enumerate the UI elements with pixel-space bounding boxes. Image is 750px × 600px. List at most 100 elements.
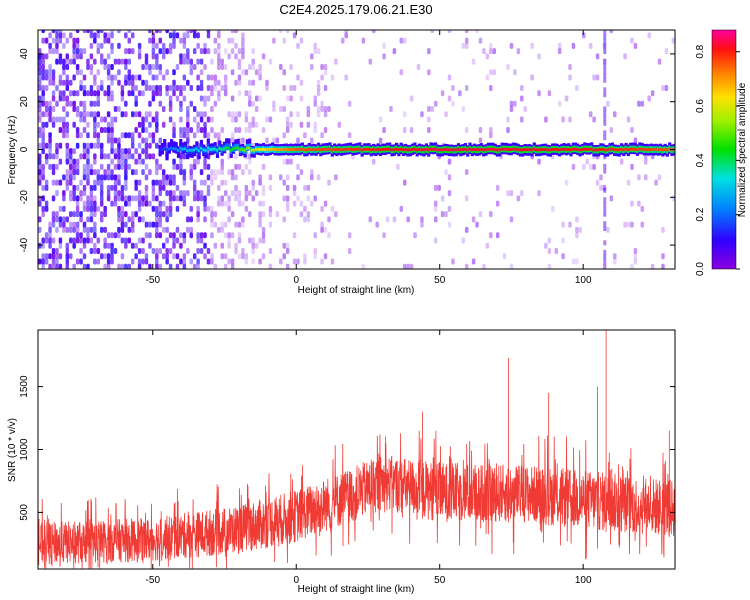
ridge-cell-core xyxy=(608,147,612,151)
spectrogram-cell xyxy=(75,205,80,212)
spectrogram-cell xyxy=(134,148,138,155)
spectrogram-cell xyxy=(316,174,321,181)
spectrogram-cell xyxy=(186,190,190,197)
spectrogram-cell xyxy=(41,132,45,139)
spectrogram-cell xyxy=(199,95,204,102)
spectrogram-cell xyxy=(96,179,101,186)
spectrogram-cell xyxy=(72,221,76,228)
chart-title: C2E4.2025.179.06.21.E30 xyxy=(279,2,432,17)
spectrogram-cell xyxy=(179,158,183,165)
spectrogram-cell xyxy=(58,158,63,165)
spectrogram-cell xyxy=(93,58,97,65)
spectrogram-cell xyxy=(155,58,159,65)
spectrogram-cell xyxy=(144,53,149,60)
spectrogram-cell xyxy=(192,116,197,123)
spectrogram-cell xyxy=(433,205,438,212)
spectrogram-cell xyxy=(65,74,70,81)
spectrogram-cell xyxy=(347,132,352,139)
spectrogram-cell xyxy=(230,211,235,218)
spectrogram-cell xyxy=(65,174,70,181)
spectrogram-cell xyxy=(327,179,331,186)
spectrogram-cell xyxy=(217,30,221,34)
spectrogram-cell xyxy=(461,237,466,244)
spectrogram-cell xyxy=(603,58,607,64)
ridge-cell-core xyxy=(546,148,550,152)
ridge-cell-core xyxy=(587,147,591,151)
spectrogram-cell xyxy=(603,87,607,93)
spectrogram-cell xyxy=(117,106,121,113)
spectrogram-cell xyxy=(127,226,132,233)
spectrogram-cell xyxy=(206,184,211,191)
spectrogram-cell xyxy=(530,74,534,81)
spectrogram-cell xyxy=(416,63,421,70)
spectrogram-cell xyxy=(44,69,49,76)
spectrogram-cell xyxy=(82,190,87,197)
spectrogram-cell xyxy=(99,116,104,123)
spectrogram-cell xyxy=(289,158,293,165)
spectrogram-cell xyxy=(444,111,448,118)
spectrogram-cell xyxy=(303,216,307,223)
ridge-cell-core xyxy=(654,148,658,151)
spectrogram-cell xyxy=(75,221,80,228)
spectrogram-cell xyxy=(44,258,49,265)
spectrogram-cell xyxy=(144,111,149,118)
spectrogram-cell xyxy=(323,69,328,76)
spectrogram-cell xyxy=(251,195,255,202)
ridge-cell-core xyxy=(580,148,585,151)
spectrogram-cell xyxy=(192,253,197,260)
spectrogram-cell xyxy=(182,153,187,160)
colorbar-tick-label: 0.2 xyxy=(695,207,706,221)
spectrogram-cell xyxy=(199,111,204,118)
spectrogram-cell xyxy=(199,179,204,186)
ridge-cell-core xyxy=(413,147,417,151)
spectrogram-cell xyxy=(65,169,70,176)
spectrogram-cell xyxy=(313,127,317,134)
spectrogram-cell xyxy=(165,253,169,260)
spectrogram-cell xyxy=(62,226,66,233)
ridge-cell-core xyxy=(385,147,389,151)
spectrogram-cell xyxy=(406,263,410,269)
spectrogram-cell xyxy=(261,190,266,197)
spectrogram-cell xyxy=(144,63,149,70)
spectrogram-cell xyxy=(124,184,128,191)
spectrogram-cell xyxy=(186,111,190,118)
spectrogram-cell xyxy=(79,211,83,218)
spectrogram-cell xyxy=(282,253,286,260)
spectrogram-cell xyxy=(130,32,135,39)
spectrogram-cell xyxy=(41,90,45,97)
spectrogram-cell xyxy=(86,111,90,118)
spectrogram-cell xyxy=(327,216,331,223)
ridge-cell-core xyxy=(296,148,300,151)
spectrogram-cell xyxy=(189,232,194,239)
spectrogram-cell xyxy=(127,30,132,34)
spectrogram-cell xyxy=(203,158,207,165)
spectrogram-cell xyxy=(38,48,42,55)
spectrogram-cell xyxy=(137,200,142,207)
spectrogram-cell xyxy=(626,221,631,228)
spectrogram-cell xyxy=(603,44,607,50)
spectrogram-cell xyxy=(79,258,83,265)
spectrogram-cell xyxy=(285,174,290,181)
spectrogram-cell xyxy=(38,258,42,265)
spectrogram-cell xyxy=(161,169,166,176)
spectrogram-cell xyxy=(279,106,283,113)
ridge-cell-core xyxy=(277,148,282,152)
ridge-cell-core xyxy=(564,148,569,151)
spectrogram-cell xyxy=(161,211,166,218)
spectrogram-cell xyxy=(258,216,262,223)
spectrogram-cell xyxy=(96,169,101,176)
colorbar-tick-label: 0.0 xyxy=(695,262,706,276)
spectrogram-cell xyxy=(155,53,159,60)
spectrogram-cell xyxy=(51,116,56,123)
spectrogram-cell xyxy=(137,263,142,269)
spectrogram-cell xyxy=(237,200,242,207)
spectrogram-cell xyxy=(199,247,204,254)
spectrogram-cell xyxy=(120,148,125,155)
spectrogram-cell xyxy=(313,100,317,107)
ridge-cell-core xyxy=(287,148,291,152)
ridge-cell-core xyxy=(167,147,171,151)
ridge-cell-core xyxy=(257,147,261,151)
spectrogram-cell xyxy=(151,247,156,254)
spectrogram-cell xyxy=(299,79,304,86)
spectrogram-cell xyxy=(137,258,142,265)
